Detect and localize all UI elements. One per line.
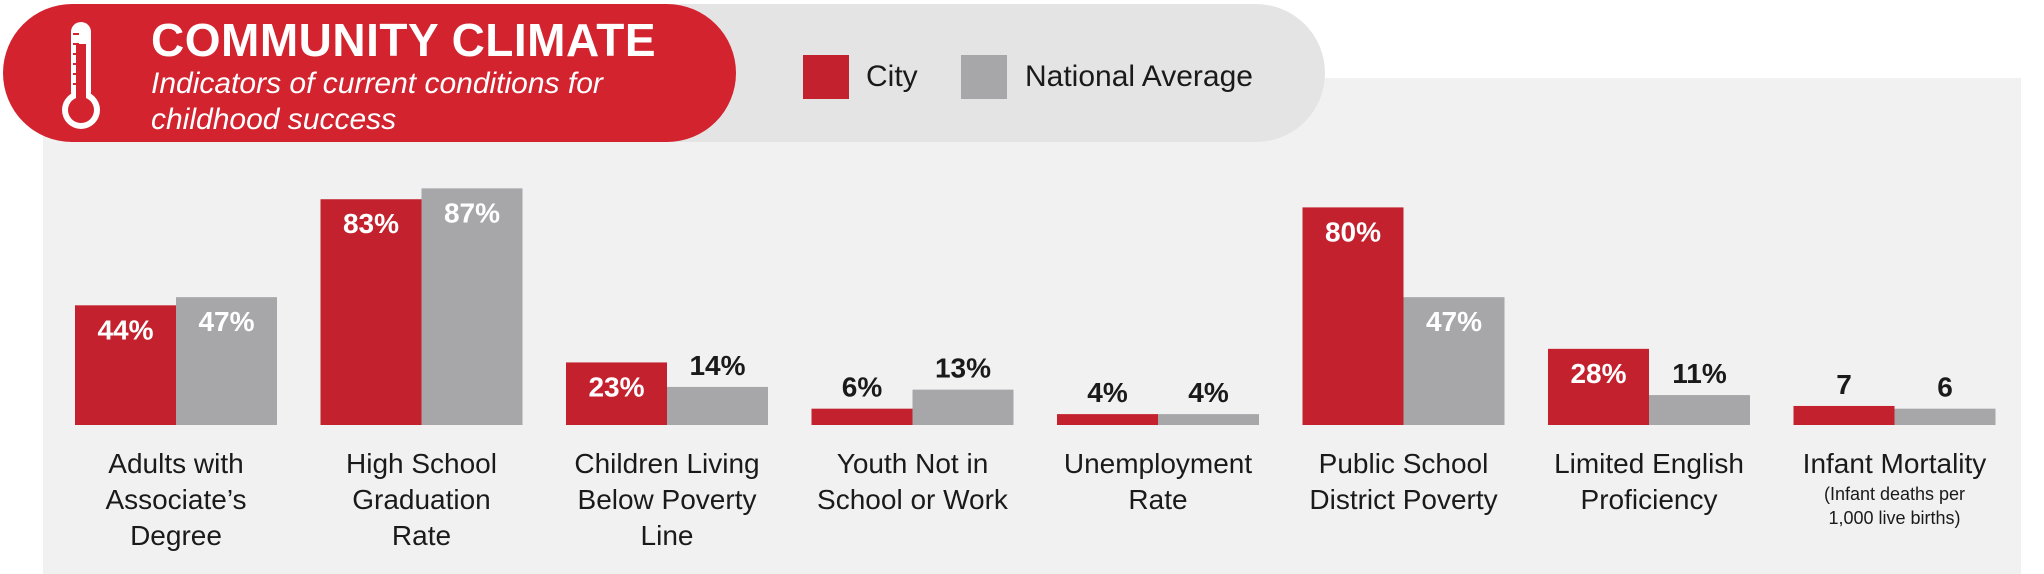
category-label-line: Youth Not in bbox=[836, 448, 989, 479]
bar-city-7 bbox=[1548, 348, 1649, 425]
bar-city-6 bbox=[1302, 207, 1404, 425]
category-label-4: Youth Not in School or Work bbox=[793, 446, 1033, 518]
data-label-city-7: 28% bbox=[1570, 358, 1626, 389]
category-label-2: High School Graduation Rate bbox=[302, 446, 542, 554]
category-label-7: Limited English Proficiency bbox=[1529, 446, 1769, 518]
thermometer-icon bbox=[62, 22, 100, 129]
category-label-line: Children Living bbox=[574, 448, 760, 479]
category-label-1: Adults with Associate’s Degree bbox=[56, 446, 296, 554]
category-label-line: Line bbox=[640, 520, 694, 551]
category-label-line: Adults with bbox=[108, 448, 244, 479]
category-label-line: Rate bbox=[391, 520, 452, 551]
category-label-line: Below Poverty bbox=[577, 484, 757, 515]
legend-swatch-city bbox=[803, 55, 849, 99]
data-label-city-8: 7 bbox=[1836, 369, 1852, 400]
legend-label-city: City bbox=[866, 60, 918, 93]
data-label-city-3: 23% bbox=[588, 371, 644, 402]
bar-city-4 bbox=[811, 408, 913, 425]
bar-city-3 bbox=[566, 362, 667, 425]
data-label-national-4: 13% bbox=[935, 353, 991, 384]
bar-national-5 bbox=[1158, 414, 1259, 425]
category-label-line: Limited English bbox=[1554, 448, 1744, 479]
category-label-line: Proficiency bbox=[1580, 484, 1718, 515]
bar-national-2 bbox=[421, 188, 523, 425]
data-label-city-6: 80% bbox=[1325, 216, 1381, 247]
category-label-line: Degree bbox=[130, 520, 222, 551]
bar-national-8 bbox=[1894, 408, 1996, 425]
category-label-6: Public School District Poverty bbox=[1284, 446, 1524, 518]
title-banner: COMMUNITY CLIMATE Indicators of current … bbox=[3, 4, 736, 142]
category-note-line: 1,000 live births) bbox=[1828, 508, 1961, 528]
data-label-national-1: 47% bbox=[198, 306, 254, 337]
bar-city-1 bbox=[75, 305, 176, 425]
legend-label-national: National Average bbox=[1025, 60, 1253, 93]
category-label-line: District Poverty bbox=[1309, 484, 1498, 515]
category-label-line: School or Work bbox=[817, 484, 1008, 515]
category-label-5: Unemployment Rate bbox=[1038, 446, 1278, 518]
bar-national-3 bbox=[667, 386, 768, 425]
data-label-national-3: 14% bbox=[689, 350, 745, 381]
category-label-line: High School bbox=[346, 448, 497, 479]
category-label-line: Unemployment bbox=[1063, 448, 1253, 479]
category-label-line: Infant Mortality bbox=[1802, 448, 1987, 479]
category-label-line: Associate’s bbox=[105, 484, 247, 515]
bar-national-1 bbox=[176, 297, 277, 425]
category-label-8: Infant Mortality (Infant deaths per 1,000 … bbox=[1775, 446, 2015, 530]
bar-national-7 bbox=[1649, 395, 1750, 425]
bar-city-2 bbox=[320, 199, 422, 425]
category-label-line: Graduation bbox=[352, 484, 491, 515]
data-label-city-1: 44% bbox=[97, 314, 153, 345]
data-label-national-5: 4% bbox=[1188, 377, 1229, 408]
chart-subtitle: Indicators of current conditions for chi… bbox=[151, 67, 603, 136]
data-label-national-6: 47% bbox=[1426, 306, 1482, 337]
data-label-national-2: 87% bbox=[444, 197, 500, 228]
legend-swatch-national bbox=[961, 55, 1007, 99]
data-label-city-4: 6% bbox=[842, 372, 883, 403]
bar-national-4 bbox=[912, 389, 1014, 425]
bar-national-6 bbox=[1403, 297, 1505, 425]
category-label-line: Public School bbox=[1318, 448, 1489, 479]
category-note-line: (Infant deaths per bbox=[1823, 484, 1966, 504]
bar-city-5 bbox=[1057, 414, 1158, 425]
title-block: COMMUNITY CLIMATE Indicators of current … bbox=[151, 14, 711, 138]
data-label-city-5: 4% bbox=[1087, 377, 1128, 408]
data-label-national-8: 6 bbox=[1937, 372, 1953, 403]
chart-title: COMMUNITY CLIMATE bbox=[151, 14, 657, 66]
category-label-3: Children Living Below Poverty Line bbox=[547, 446, 787, 554]
data-label-national-7: 11% bbox=[1672, 358, 1727, 389]
category-label-line: Rate bbox=[1128, 484, 1188, 515]
bar-city-8 bbox=[1793, 405, 1895, 425]
data-label-city-2: 83% bbox=[343, 208, 399, 239]
